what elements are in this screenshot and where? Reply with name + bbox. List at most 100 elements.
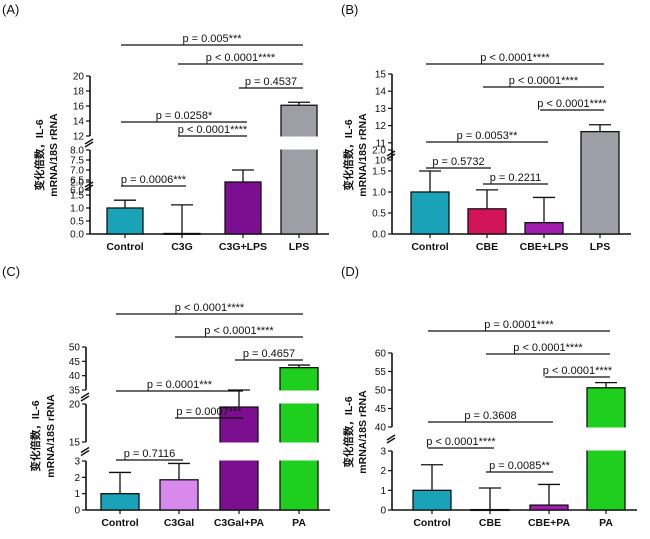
y-tick-label: 13 <box>375 104 387 115</box>
bar-break-gap <box>278 390 320 404</box>
bar-break-gap <box>218 442 260 461</box>
y-tick-label: 7.0 <box>70 166 84 177</box>
p-value-label: p = 0.7116 <box>124 448 175 460</box>
y-tick-label: 16 <box>73 102 85 113</box>
p-value-label: p < 0.0001**** <box>175 302 245 314</box>
p-value-label: p = 0.0006*** <box>121 174 187 186</box>
y-tick-label: 45 <box>375 404 387 415</box>
axis-break-mark <box>80 395 90 402</box>
axis-break-mark <box>386 434 396 441</box>
p-value-label: p < 0.0001**** <box>206 52 276 64</box>
p-value-label: p < 0.0001**** <box>513 342 583 354</box>
bar <box>524 222 564 235</box>
y-tick-label: 20 <box>73 72 85 83</box>
p-value-label: p < 0.0001**** <box>204 325 274 337</box>
axis-break-mark <box>386 437 396 444</box>
y-tick-label: 2 <box>380 466 386 477</box>
bar <box>100 493 140 511</box>
y-axis-title: 变化倍数，IL-6 <box>342 396 355 467</box>
p-value-label: p = 0.0007*** <box>176 406 242 418</box>
y-tick-label: 12 <box>73 132 85 143</box>
y-tick-label: 35 <box>69 386 81 397</box>
y-tick-label: 6.5 <box>70 176 84 187</box>
y-tick-label: 0.5 <box>70 217 84 228</box>
p-value-label: p = 0.005*** <box>182 33 242 45</box>
p-value-label: p = 0.5732 <box>432 156 484 168</box>
y-tick-label: 60 <box>375 349 387 360</box>
y-tick-label: 40 <box>69 371 81 382</box>
bar <box>279 366 319 511</box>
panel-b: (B) 变化倍数，IL-6 mRNA/18S rRNA 0.0 0.5 1.0 1.5 2.0… <box>341 2 631 253</box>
y-tick-label: 1.5 <box>70 191 84 202</box>
p-value-label: p = 0.0053** <box>457 130 519 142</box>
y-axis-title: 变化倍数，IL-6 <box>29 400 42 471</box>
bar <box>580 130 620 235</box>
y-axis-title: 变化倍数，IL-6 <box>342 119 355 190</box>
y-tick-label: 1.5 <box>372 167 386 178</box>
y-axis-subtitle: mRNA/18S rRNA <box>357 390 369 474</box>
bar <box>410 191 450 235</box>
y-tick-label: 10 <box>375 156 387 167</box>
y-tick-label: 15 <box>375 70 387 81</box>
y-tick-label: 11 <box>376 138 387 149</box>
y-tick-label: 1 <box>380 486 386 497</box>
x-tick-label: C3Gal <box>164 517 194 529</box>
y-tick-label: 12 <box>375 121 387 132</box>
bar <box>467 208 507 235</box>
x-tick-label: CBE+PA <box>528 517 571 529</box>
x-tick-label: CBE+LPS <box>520 241 569 253</box>
p-value-label: p = 0.0001**** <box>484 319 554 331</box>
x-tick-label: C3G <box>171 241 193 253</box>
p-value-label: p = 0.4537 <box>245 76 297 88</box>
p-value-label: p < 0.0001**** <box>178 124 248 136</box>
panel-c: (C) 变化倍数，IL-6 mRNA/18S rRNA 0 1 2 3 15 20 35 40 45 5… <box>2 264 330 529</box>
y-tick-label: 40 <box>375 423 387 434</box>
axis-break-mark <box>80 446 90 454</box>
x-tick-label: CBE <box>479 517 501 529</box>
y-axis-subtitle: mRNA/18S rRNA <box>357 113 369 197</box>
y-axis-subtitle: mRNA/18S rRNA <box>45 394 57 478</box>
axis-break-mark <box>386 153 396 160</box>
bar-break-gap <box>278 442 320 461</box>
y-tick-label: 0.0 <box>372 230 386 241</box>
axis-break-mark <box>84 181 94 188</box>
y-tick-label: 2 <box>74 473 80 484</box>
x-tick-label: Control <box>106 241 143 253</box>
p-value-label: p < 0.0001**** <box>537 98 607 110</box>
y-tick-label: 50 <box>69 343 81 354</box>
panel-label: (D) <box>341 264 359 279</box>
p-value-label: p < 0.0001**** <box>543 365 613 377</box>
panel-label: (C) <box>2 264 20 279</box>
p-value-label: p = 0.2211 <box>490 172 541 184</box>
x-tick-label: CBE <box>476 241 498 253</box>
p-value-label: p < 0.0001**** <box>509 75 579 87</box>
axis-break-mark <box>386 150 396 157</box>
y-tick-label: 2.0 <box>372 146 386 157</box>
y-tick-label: 1.0 <box>70 204 84 215</box>
x-tick-label: C3G+LPS <box>219 241 267 253</box>
p-value-label: p = 0.0085** <box>489 460 551 472</box>
bar <box>412 489 452 511</box>
y-tick-label: 0 <box>380 506 386 517</box>
y-tick-label: 0.0 <box>70 230 84 241</box>
axis-break-mark <box>80 449 90 457</box>
bar-break-gap <box>279 136 319 150</box>
panel-label: (B) <box>341 2 358 17</box>
y-tick-label: 3 <box>380 447 386 458</box>
x-tick-label: C3Gal+PA <box>214 517 265 529</box>
y-tick-label: 7.5 <box>70 156 84 167</box>
bar <box>529 504 569 511</box>
p-value-label: p = 0.0258* <box>156 110 213 122</box>
y-tick-label: 14 <box>375 87 387 98</box>
p-value-label: p < 0.0001**** <box>426 436 496 448</box>
y-tick-label: 6.0 <box>70 186 84 197</box>
x-tick-label: Control <box>101 517 138 529</box>
y-tick-label: 14 <box>73 117 85 128</box>
p-value-label: p = 0.3608 <box>464 410 516 422</box>
y-tick-label: 3 <box>74 457 80 468</box>
bar <box>106 207 144 235</box>
y-tick-label: 15 <box>69 438 81 449</box>
y-tick-label: 45 <box>69 357 81 368</box>
y-tick-label: 0 <box>74 506 80 517</box>
